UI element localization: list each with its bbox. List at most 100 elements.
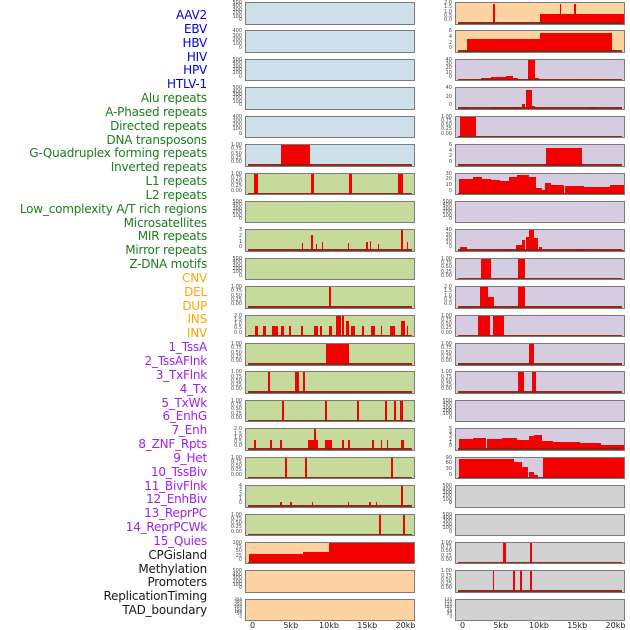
data-bar: [458, 458, 514, 479]
y-tick-label: 0: [449, 613, 452, 619]
track-label-mir-repeats: MIR repeats: [137, 229, 207, 244]
data-bar: [262, 325, 266, 337]
data-bar: [310, 173, 315, 195]
data-bar: [300, 325, 304, 337]
y-tick-label: 300: [232, 63, 242, 70]
data-bar: [529, 230, 534, 251]
y-tick-label: 100: [232, 98, 242, 105]
y-tick-label: 0.5: [444, 296, 452, 303]
data-bar: [530, 542, 533, 564]
y-tick-label: 300: [442, 518, 452, 525]
data-bar: [401, 230, 403, 251]
track-label-microsatellites: Microsatellites: [123, 215, 208, 230]
y-tick-label: 0.00: [440, 329, 452, 336]
y-tick-label: 5: [448, 426, 452, 433]
y-tick-label: 25: [235, 552, 242, 559]
y-tick-label: 1.0: [444, 8, 452, 15]
y-tick-label: 1.00: [440, 312, 452, 319]
y-tick-label: 0.5: [234, 325, 242, 332]
data-bar: [280, 439, 283, 450]
y-tick-label: 0: [448, 215, 452, 222]
y-tick-label: 400: [232, 202, 242, 209]
y-tick-label: 0: [238, 244, 242, 251]
data-bar: [378, 244, 380, 251]
y-tick-label: 75: [235, 544, 242, 551]
track-panel-htlv-1: [245, 144, 415, 167]
y-tick-label: 0.50: [440, 548, 452, 555]
track-panel-7-enh: [455, 229, 625, 252]
data-bar: [324, 400, 327, 422]
y-tick-label: 100: [234, 608, 242, 614]
track-label-14-reprpcwk: 14_ReprPCWk: [125, 520, 207, 535]
y-tick-label: 0.00: [230, 414, 242, 421]
data-bar: [371, 325, 375, 337]
data-bar: [255, 325, 259, 337]
track-label-6-enhg: 6_EnhG: [162, 409, 207, 424]
y-tick-label: 0.50: [440, 576, 452, 583]
y-tick-label: 1: [238, 495, 242, 502]
data-bar: [401, 439, 404, 450]
data-bar: [347, 501, 350, 507]
zero-baseline: [248, 533, 412, 536]
y-tick-label: 0: [238, 585, 242, 592]
y-tick-label: 250: [234, 601, 242, 607]
y-tick-label: 0.75: [440, 117, 452, 124]
y-tick-label: 200: [442, 209, 452, 216]
zero-baseline: [458, 334, 622, 337]
y-tick-label: 400: [232, 88, 242, 95]
y-tick-label: 30: [445, 170, 452, 177]
y-tick-label: 100: [442, 525, 452, 532]
y-tick-label: 500: [232, 255, 242, 262]
data-bar: [579, 443, 602, 450]
data-bar: [349, 173, 353, 195]
y-tick-label: 75: [446, 606, 452, 612]
track-label-dup: DUP: [182, 298, 207, 313]
data-bar: [493, 315, 504, 337]
track-panel-promoters: [455, 541, 625, 565]
data-bar: [491, 76, 506, 81]
y-tick-label: 0.00: [230, 358, 242, 365]
y-tick-label: 0: [448, 414, 452, 421]
data-bar: [270, 439, 273, 450]
y-tick-label: 300: [232, 205, 242, 212]
y-tick-label: 0.25: [440, 126, 452, 133]
track-panel-13-reprpc: [455, 399, 625, 423]
y-tick-label: 300: [232, 32, 242, 39]
y-tick-label: 1.00: [230, 454, 242, 461]
y-tick-label: 10: [445, 181, 452, 188]
y-tick-label: 100: [232, 13, 242, 20]
data-bar: [284, 457, 288, 479]
data-bar: [307, 439, 318, 450]
y-tick-label: 0.25: [230, 154, 242, 161]
y-tick-label: 1.5: [234, 316, 242, 323]
y-tick-label: 1.00: [230, 142, 242, 149]
y-tick-label: 0.75: [230, 146, 242, 153]
y-tick-label: 400: [232, 3, 242, 10]
data-bar: [517, 287, 526, 308]
data-bar: [491, 179, 501, 195]
data-bar: [313, 325, 318, 337]
data-bar: [254, 439, 257, 450]
x-axis-label-right-0: 0: [459, 621, 466, 630]
y-tick-label: 200: [232, 67, 242, 74]
y-tick-label: 300: [234, 599, 242, 605]
y-tick-label: 0.25: [230, 467, 242, 474]
data-bar: [268, 372, 271, 393]
data-bar: [481, 258, 491, 280]
data-bar: [313, 429, 317, 450]
y-tick-label: 0.75: [440, 544, 452, 551]
y-tick-label: 200: [442, 408, 452, 415]
track-label-g-quadruplex-forming-repeats: G-Quadruplex forming repeats: [29, 146, 207, 161]
y-tick-label: 4: [238, 483, 242, 490]
y-tick-label: 0.25: [230, 183, 242, 190]
y-tick-label: 400: [232, 60, 242, 67]
track-panel-replicationtiming: [455, 570, 625, 593]
y-tick-label: 0: [448, 471, 452, 478]
data-bar: [472, 437, 487, 450]
y-tick-label: 20: [445, 176, 452, 183]
data-bar: [304, 457, 308, 479]
data-bar: [521, 240, 526, 251]
y-tick-label: 1.00: [230, 341, 242, 348]
data-bar: [553, 441, 580, 450]
y-tick-label: 0.50: [230, 377, 242, 384]
